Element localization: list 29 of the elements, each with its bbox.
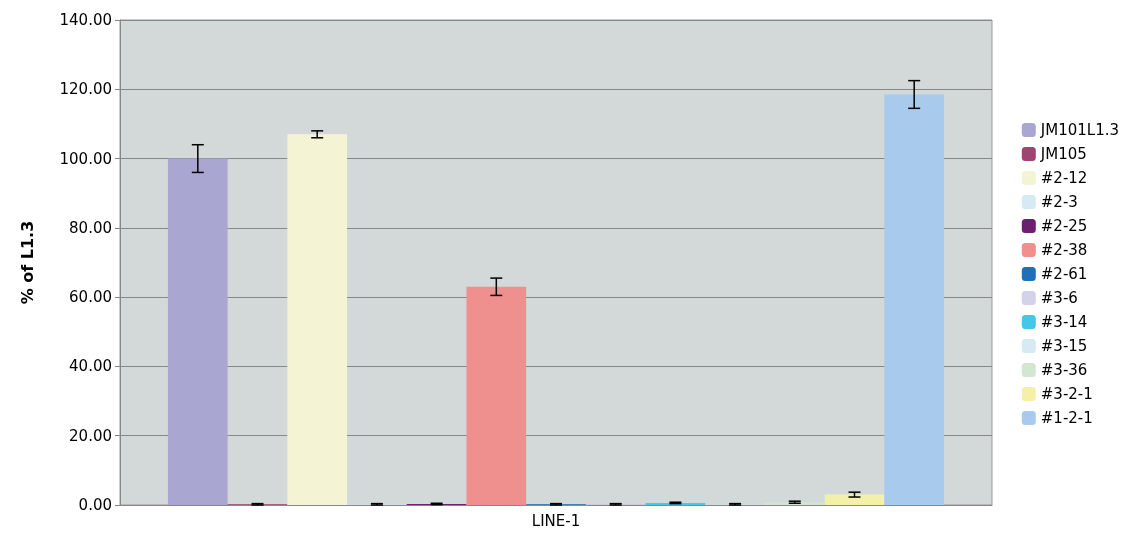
legend-label: #2-38 — [1040, 241, 1088, 259]
bar — [466, 286, 527, 505]
bar — [167, 158, 228, 505]
y-tick-label: 0.00 — [78, 496, 112, 514]
legend-label: #2-3 — [1040, 193, 1078, 211]
bar — [884, 94, 945, 505]
bar — [287, 134, 348, 505]
legend-label: #2-25 — [1040, 217, 1088, 235]
x-tick-label: LINE-1 — [531, 511, 581, 530]
legend-label: #2-61 — [1040, 265, 1088, 283]
legend-label: #1-2-1 — [1040, 409, 1093, 427]
bar — [764, 502, 825, 505]
legend-label: #3-14 — [1040, 313, 1088, 331]
legend-label: JM101L1.3 — [1039, 121, 1120, 139]
legend-label: #3-36 — [1040, 361, 1088, 379]
y-tick-label: 80.00 — [69, 218, 112, 237]
legend-label: #3-6 — [1040, 289, 1078, 307]
bar — [824, 494, 885, 505]
legend-label: #3-15 — [1040, 337, 1088, 355]
y-tick-label: 100.00 — [59, 149, 112, 168]
legend-label: #3-2-1 — [1040, 385, 1093, 403]
legend-label: JM105 — [1039, 145, 1087, 163]
y-axis-title: % of L1.3 — [17, 220, 37, 305]
legend-label: #2-12 — [1040, 169, 1088, 187]
y-tick-label: 60.00 — [69, 288, 112, 307]
y-tick-label: 140.00 — [59, 11, 112, 29]
y-tick-label: 40.00 — [69, 357, 112, 376]
y-tick-label: 120.00 — [59, 80, 112, 99]
y-tick-label: 20.00 — [69, 426, 112, 445]
